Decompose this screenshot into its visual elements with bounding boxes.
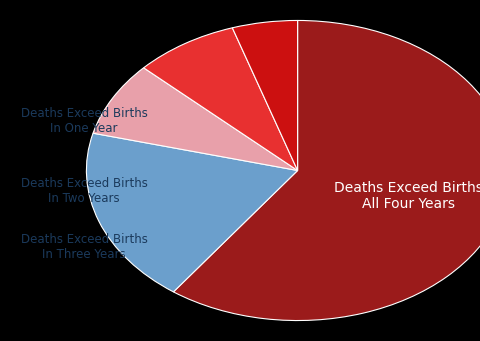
Text: Deaths Exceed Births
In One Year: Deaths Exceed Births In One Year xyxy=(21,107,147,135)
Wedge shape xyxy=(86,133,298,292)
Text: Deaths Exceed Births
In Two Years: Deaths Exceed Births In Two Years xyxy=(21,177,147,205)
Wedge shape xyxy=(93,68,298,170)
Wedge shape xyxy=(144,28,298,170)
Text: Deaths Exceed Births
All Four Years: Deaths Exceed Births All Four Years xyxy=(334,181,480,211)
Wedge shape xyxy=(232,20,298,170)
Text: Deaths Exceed Births
In Three Years: Deaths Exceed Births In Three Years xyxy=(21,233,147,261)
Wedge shape xyxy=(173,20,480,321)
